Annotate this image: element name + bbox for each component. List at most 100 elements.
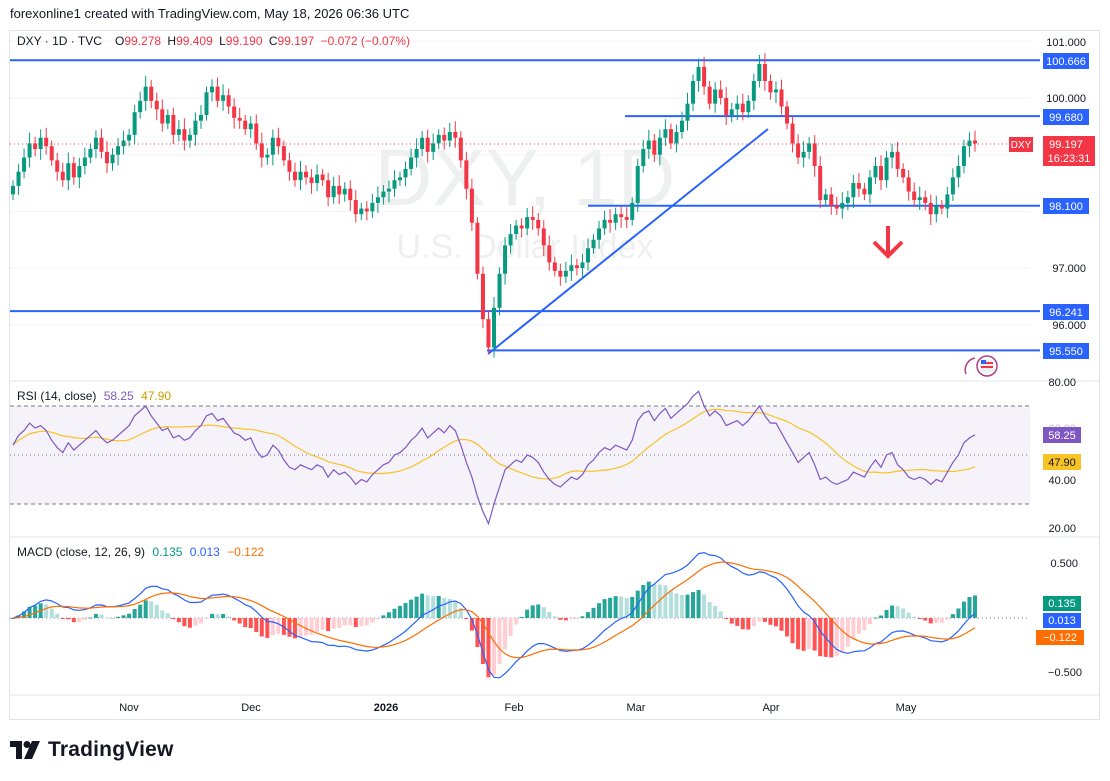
macd-hist-bar [292,618,297,639]
time-label-2026: 2026 [374,702,398,714]
macd-hist-bar [398,606,403,618]
candle-body [961,146,966,167]
candle-body [801,151,806,158]
macd-hist-bar [702,594,707,618]
candle-body [447,132,452,141]
candle-body [845,197,850,203]
candle-body [574,265,579,269]
svg-text:98.100: 98.100 [1049,201,1083,213]
candle-body [77,166,82,178]
candle-body [353,200,358,215]
macd-hist-bar [492,618,496,676]
macd-hist-bar [66,618,71,620]
macd-hist-bar [182,618,187,627]
last-price-label: DXY 99.197 16:23:31 [1009,136,1095,166]
signal-value-label: 0.013 [1043,613,1081,628]
price-legend: DXY · 1D · TVC O99.278 H99.409 L99.190 C… [17,34,410,48]
macd-hist-bar [691,592,696,618]
macd-hist-bar [961,601,966,618]
macd-hist-bar [442,598,447,618]
candle-body [508,234,513,246]
level-label-98100: 98.100 [1043,198,1089,214]
macd-hist-bar [740,618,745,630]
macd-hist-bar [22,611,27,618]
economic-event-icon[interactable] [964,355,998,377]
level-label-100666: 100.666 [1043,53,1089,69]
macd-hist-bar [403,603,408,618]
candle-body [646,140,651,150]
candle-body [790,123,795,144]
candle-body [530,217,535,220]
macd-hist-bar [757,618,762,622]
candle-body [348,188,353,201]
watermark-symbol: DXY, 1D [375,133,676,222]
macd-hist-bar [519,616,524,618]
candle-body [149,86,154,101]
level-label-96241: 96.241 [1043,304,1089,320]
candle-body [967,140,972,147]
macd-hist-bar [453,601,458,618]
svg-text:16:23:31: 16:23:31 [1048,153,1091,165]
candle-body [762,63,767,81]
macd-hist-bar [110,617,115,619]
time-label-nov: Nov [119,702,139,714]
candle-body [243,120,248,130]
candle-body [304,171,309,178]
macd-hist-bar [210,613,215,618]
svg-text:99.680: 99.680 [1049,112,1083,124]
candle-body [901,168,906,178]
macd-hist-bar [127,613,132,618]
macd-hist-bar [480,618,485,664]
macd-hist-bar [276,618,281,634]
time-label-mar: Mar [627,702,646,714]
macd-hist-bar [232,618,237,621]
candle-body [215,86,220,101]
macd-hist-bar [309,618,314,635]
candle-body [619,214,624,218]
candle-body [27,143,32,158]
candle-body [757,63,762,81]
candle-body [740,103,745,113]
watermark-description: U.S. Dollar Index [397,228,654,266]
candle-body [469,188,474,223]
macd-hist-bar [88,617,93,619]
tradingview-logo[interactable]: TradingView [10,738,174,762]
candle-body [547,245,552,263]
macd-hist-bar [447,598,452,618]
candle-body [398,177,403,181]
candle-body [464,160,469,189]
candle-body [276,137,281,147]
macd-hist-bar [320,618,325,631]
price-tick-101: 101.000 [1046,37,1086,49]
macd-hist-bar [796,618,801,650]
svg-text:O99.278 H99.409 L9: O99.278 H99.409 L99.190 C99.197 −0.072 (… [115,34,410,48]
macd-hist-bar [569,618,574,620]
chart-frame[interactable] [9,30,1100,720]
candle-body [165,115,170,124]
candle-body [392,180,397,189]
candle-body [370,202,375,212]
macd-hist-bar [718,611,723,618]
candle-body [210,86,215,93]
macd-hist-bar [879,615,884,618]
macd-hist-bar [956,608,961,618]
macd-hist-bar [337,618,342,628]
candle-body [724,98,729,116]
attribution-text: forexonline1 created with TradingView.co… [10,6,410,21]
candle-body [702,66,707,87]
macd-hist-bar [906,612,911,618]
candle-body [309,177,314,184]
level-label-99680: 99.680 [1043,109,1089,125]
candle-body [945,194,950,209]
macd-hist-bar [348,618,353,626]
macd-hist-bar [198,618,203,624]
macd-hist-bar [901,608,906,618]
hist-value-label: −0.122 [1036,630,1084,645]
macd-hist-bar [724,618,729,620]
macd-hist-bar [884,609,889,618]
candle-body [93,137,98,150]
candle-body [270,137,275,155]
macd-hist-bar [353,618,358,628]
macd-hist-bar [807,618,812,649]
